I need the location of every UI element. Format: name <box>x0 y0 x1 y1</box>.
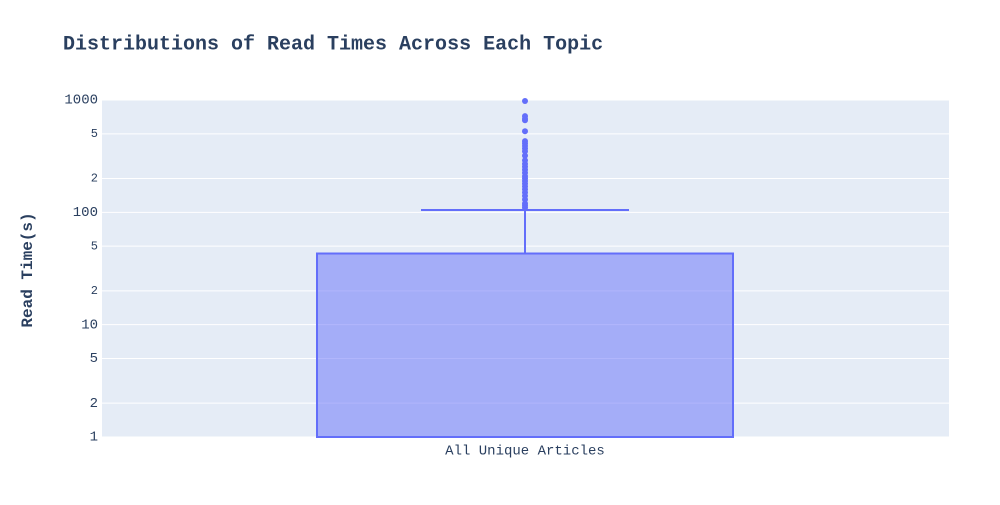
y-tick-label: 1000 <box>64 93 98 109</box>
y-tick-label: 2 <box>90 396 98 412</box>
outlier <box>522 128 528 135</box>
outlier <box>522 97 528 104</box>
x-tick-label: All Unique Articles <box>445 444 605 460</box>
outlier <box>522 117 528 124</box>
y-tick-label: 5 <box>91 239 98 253</box>
y-tick-label: 100 <box>73 205 98 221</box>
y-axis-title: Read Time(s) <box>19 212 37 327</box>
y-tick-label: 5 <box>90 351 98 367</box>
outlier <box>522 204 528 211</box>
box <box>316 252 734 438</box>
y-tick-label: 2 <box>91 172 98 186</box>
y-tick-label: 1 <box>90 430 98 446</box>
y-tick-label: 10 <box>81 317 98 333</box>
outlier <box>522 152 528 159</box>
outlier <box>522 148 528 155</box>
y-tick-label: 2 <box>91 284 98 298</box>
y-tick-label: 5 <box>91 127 98 141</box>
chart-title: Distributions of Read Times Across Each … <box>63 33 603 56</box>
